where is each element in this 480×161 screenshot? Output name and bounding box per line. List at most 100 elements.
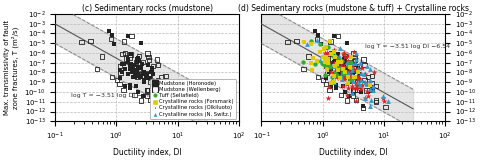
Point	[328, 57, 336, 60]
Point	[146, 99, 154, 101]
Point	[361, 72, 369, 75]
Point	[354, 76, 361, 79]
Point	[145, 59, 153, 61]
Point	[324, 45, 332, 48]
Point	[131, 94, 138, 96]
Point	[147, 89, 155, 91]
Point	[367, 68, 374, 71]
Point	[142, 72, 149, 74]
Point	[339, 76, 347, 78]
Point	[124, 35, 132, 38]
Point	[331, 55, 338, 57]
Point	[349, 72, 357, 75]
Point	[144, 52, 151, 55]
Point	[325, 63, 333, 66]
Point	[353, 83, 360, 85]
Point	[336, 58, 344, 61]
Point	[348, 74, 356, 76]
Point	[341, 72, 348, 75]
Point	[311, 29, 319, 32]
Point	[333, 87, 340, 90]
Point	[361, 96, 369, 99]
Point	[159, 89, 167, 91]
Point	[350, 52, 358, 55]
Point	[340, 73, 348, 76]
Point	[354, 71, 362, 73]
Point	[348, 62, 356, 65]
Point	[107, 38, 115, 40]
Point	[335, 75, 343, 78]
Point	[162, 81, 170, 84]
Point	[116, 83, 123, 85]
Point	[352, 69, 360, 71]
Point	[358, 66, 366, 69]
Point	[333, 84, 340, 86]
Point	[163, 90, 170, 93]
Point	[348, 77, 356, 80]
Point	[349, 76, 357, 79]
Point	[347, 74, 355, 77]
Point	[361, 96, 369, 99]
Point	[338, 72, 346, 74]
Point	[146, 76, 154, 79]
Point	[322, 76, 330, 79]
Point	[331, 65, 339, 67]
Point	[368, 88, 376, 91]
Point	[357, 83, 364, 86]
Point	[319, 79, 327, 82]
Point	[339, 72, 347, 74]
Point	[158, 76, 166, 78]
Point	[325, 86, 333, 88]
Point	[356, 73, 363, 76]
Point	[343, 61, 351, 64]
Point	[326, 40, 334, 42]
Point	[324, 63, 332, 65]
Point	[139, 63, 146, 66]
Y-axis label: Max. transmissivity of fault
zone fractures, T (m²/s): Max. transmissivity of fault zone fractu…	[4, 20, 19, 115]
Point	[353, 81, 360, 84]
Point	[154, 63, 162, 66]
Point	[347, 79, 354, 82]
Point	[314, 34, 322, 36]
Point	[134, 57, 142, 60]
Point	[121, 52, 129, 54]
Point	[308, 62, 315, 64]
Point	[352, 51, 360, 54]
Point	[132, 69, 140, 71]
Point	[364, 76, 372, 78]
Point	[330, 48, 337, 51]
Point	[343, 99, 351, 102]
Point	[330, 55, 337, 58]
Point	[313, 39, 321, 42]
Point	[333, 73, 340, 76]
Point	[344, 72, 351, 74]
Point	[333, 63, 341, 66]
Point	[349, 95, 357, 97]
Point	[356, 78, 364, 80]
Point	[133, 69, 141, 71]
Point	[363, 83, 371, 85]
Point	[372, 99, 380, 102]
Point	[346, 95, 353, 98]
Point	[337, 75, 345, 78]
Point	[351, 56, 359, 58]
Point	[353, 81, 361, 84]
Point	[348, 85, 356, 87]
Point	[367, 98, 375, 101]
Point	[151, 90, 158, 93]
Point	[118, 63, 126, 65]
Point	[108, 76, 116, 78]
Point	[343, 76, 350, 78]
Point	[108, 34, 116, 36]
Point	[336, 63, 343, 66]
Point	[341, 71, 348, 74]
Legend: Mudstone (Horonode), Mudstone (Wellenberg), Tuff (Sellafield), Crystalline rocks: Mudstone (Horonode), Mudstone (Wellenber…	[150, 79, 236, 119]
Point	[347, 56, 354, 59]
Point	[352, 74, 360, 76]
Point	[321, 64, 329, 66]
Point	[340, 66, 348, 68]
Point	[316, 43, 324, 45]
Point	[366, 83, 374, 86]
Point	[316, 50, 324, 53]
Text: log T = −3.51 log DI −6.54: log T = −3.51 log DI −6.54	[365, 44, 451, 49]
